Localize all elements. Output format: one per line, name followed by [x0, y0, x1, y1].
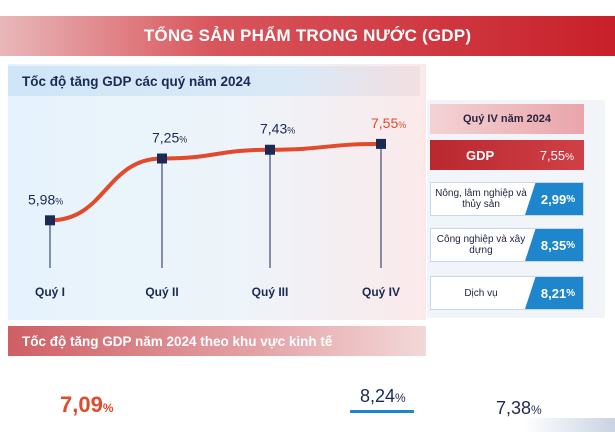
chart-title: Tốc độ tăng GDP các quý năm 2024 — [8, 66, 420, 96]
sector-value: 8,21% — [525, 277, 583, 309]
quarter-header-text: Quý IV năm 2024 — [462, 113, 552, 125]
x-tick-label-4: Quý IV — [362, 285, 400, 299]
bottom-strip — [0, 418, 615, 432]
sector-name: Dịch vụ — [464, 287, 498, 299]
data-point-1 — [45, 215, 55, 226]
page-banner: TỔNG SẢN PHẨM TRONG NƯỚC (GDP) — [0, 16, 615, 56]
sector-growth-value-1: 7,09% — [60, 392, 114, 417]
underline-accent — [350, 410, 414, 413]
x-tick-label-3: Quý III — [252, 285, 289, 299]
sector-name: Công nghiệp và xây dựng — [436, 234, 526, 256]
value-label-1: 5,98% — [28, 191, 63, 207]
x-tick-label-2: Quý II — [145, 285, 178, 299]
sector-agriculture: Nông, lâm nghiệp và thủy sản 2,99% — [430, 182, 584, 216]
value-label-3: 7,43% — [260, 121, 295, 137]
sector-industry: Công nghiệp và xây dựng 8,35% — [430, 228, 584, 262]
x-tick-label-1: Quý I — [35, 285, 65, 299]
quarter-header: Quý IV năm 2024 — [430, 104, 584, 134]
gdp-value: 7,55% — [539, 147, 574, 163]
banner-title: TỔNG SẢN PHẨM TRONG NƯỚC (GDP) — [143, 26, 472, 45]
gdp-label: GDP — [466, 147, 495, 163]
sector-name: Nông, lâm nghiệp và thủy sản — [435, 188, 527, 210]
sector-growth-value-2: 8,24% — [360, 386, 406, 406]
data-point-4 — [376, 138, 386, 149]
sector-value: 8,35% — [525, 229, 583, 261]
value-label-4: 7,55% — [371, 115, 406, 131]
series-line — [48, 141, 383, 223]
sector-growth-title: Tốc độ tăng GDP năm 2024 theo khu vực ki… — [8, 326, 426, 356]
value-label-2: 7,25% — [152, 130, 187, 146]
chart-panel — [8, 64, 426, 320]
gdp-summary-box: GDP 7,55% — [430, 140, 584, 170]
data-point-2 — [157, 153, 167, 164]
sector-growth-value-3: 7,38% — [496, 398, 542, 418]
sector-value: 2,99% — [525, 183, 583, 215]
chart-title-text: Tốc độ tăng GDP các quý năm 2024 — [22, 73, 251, 89]
data-point-3 — [265, 144, 275, 155]
sector-growth-title-text: Tốc độ tăng GDP năm 2024 theo khu vực ki… — [22, 333, 333, 349]
sector-services: Dịch vụ 8,21% — [430, 276, 584, 310]
